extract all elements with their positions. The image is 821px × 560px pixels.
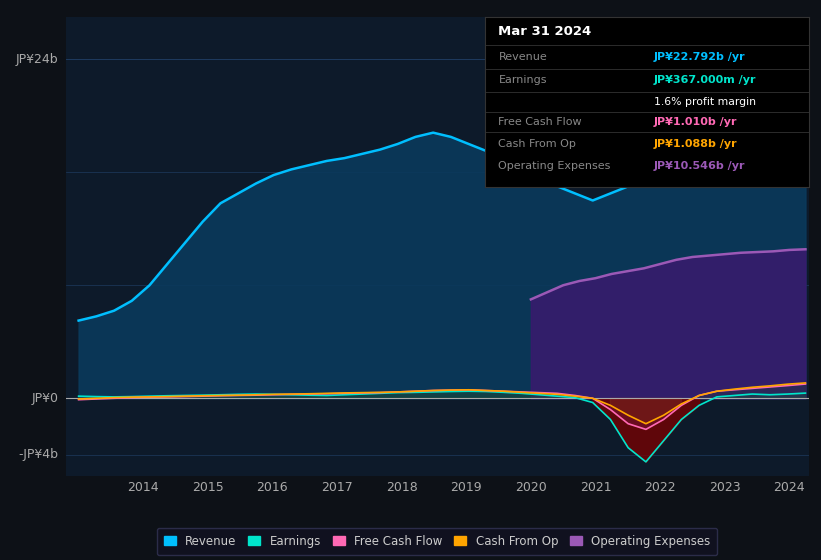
Text: JP¥24b: JP¥24b	[16, 53, 58, 66]
Text: -JP¥4b: -JP¥4b	[18, 449, 58, 461]
Text: JP¥1.010b /yr: JP¥1.010b /yr	[654, 117, 737, 127]
Legend: Revenue, Earnings, Free Cash Flow, Cash From Op, Operating Expenses: Revenue, Earnings, Free Cash Flow, Cash …	[157, 528, 718, 555]
Text: 1.6% profit margin: 1.6% profit margin	[654, 97, 755, 107]
Text: Operating Expenses: Operating Expenses	[498, 161, 611, 171]
Text: JP¥367.000m /yr: JP¥367.000m /yr	[654, 74, 756, 85]
Text: Revenue: Revenue	[498, 52, 547, 62]
Text: JP¥1.088b /yr: JP¥1.088b /yr	[654, 139, 737, 149]
Text: Earnings: Earnings	[498, 74, 547, 85]
Text: Mar 31 2024: Mar 31 2024	[498, 25, 592, 38]
Text: Cash From Op: Cash From Op	[498, 139, 576, 149]
Text: JP¥22.792b /yr: JP¥22.792b /yr	[654, 52, 745, 62]
Text: Free Cash Flow: Free Cash Flow	[498, 117, 582, 127]
Text: JP¥0: JP¥0	[31, 392, 58, 405]
Text: JP¥10.546b /yr: JP¥10.546b /yr	[654, 161, 745, 171]
